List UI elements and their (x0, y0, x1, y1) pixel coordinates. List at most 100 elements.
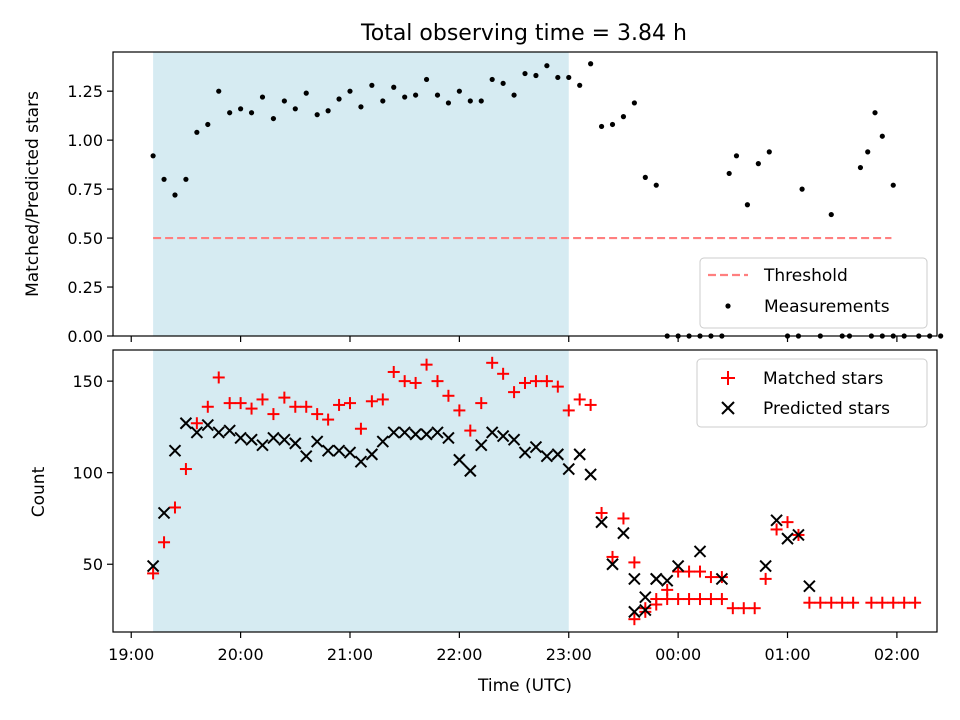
measurement-point (227, 110, 233, 116)
matched-star-point (409, 376, 422, 389)
predicted-star-point (157, 506, 171, 520)
y-tick-label: 0.75 (67, 180, 103, 199)
measurement-point (726, 170, 732, 177)
predicted-star-point (693, 545, 707, 558)
predicted-star-point (770, 514, 783, 527)
matched-star-point (715, 593, 728, 606)
predicted-star-stroke-b (354, 455, 368, 468)
predicted-star-point (650, 572, 663, 586)
matched-legend-label: Matched stars (763, 369, 883, 389)
y-tick-label: 1.00 (67, 131, 103, 150)
matched-star-point (190, 417, 203, 430)
matched-star-point (726, 602, 739, 615)
measurement-point (270, 115, 277, 122)
predicted-star-stroke-b (420, 428, 433, 441)
measurement-point (259, 94, 266, 100)
measurement-point (467, 98, 473, 104)
matched-star-point (628, 613, 641, 626)
predicted-star-stroke-b (529, 440, 543, 454)
predicted-star-stroke-b (234, 431, 247, 445)
measurement-point (369, 82, 375, 88)
predicted-star-point (300, 450, 313, 463)
predicted-star-stroke-b (803, 580, 816, 593)
ratio-y-axis-label: Matched/Predicted stars (23, 91, 43, 297)
measurement-point (478, 98, 484, 104)
matched-star-point (551, 380, 564, 393)
measurement-point (511, 92, 517, 98)
matched-star-point (865, 596, 878, 609)
count-panel-frame (112, 349, 938, 633)
measurement-point (588, 61, 594, 67)
predicted-star-point (628, 572, 641, 586)
matched-star-point (497, 367, 510, 380)
predicted-star-point (781, 532, 794, 545)
predicted-star-point (803, 580, 816, 593)
predicted-star-stroke-b (617, 526, 630, 540)
predicted-star-point (201, 418, 215, 432)
matched-star-point (300, 400, 313, 413)
predicted-star-point (321, 444, 335, 457)
predicted-star-point (639, 603, 652, 617)
matched-star-point (617, 512, 630, 525)
measurement-point (423, 76, 430, 83)
matched-star-point (147, 567, 160, 580)
predicted-star-point (518, 446, 532, 459)
predicted-star-stroke-b (376, 435, 390, 448)
ratio-series-layer (150, 61, 944, 339)
measurement-point (336, 96, 342, 102)
predicted-star-stroke-b (770, 514, 783, 527)
matched-star-point (639, 605, 652, 618)
predicted-star-point (595, 515, 608, 529)
predicted-star-stroke-b (562, 462, 575, 476)
predicted-legend-label: Predicted stars (763, 399, 890, 419)
measurement-point (172, 192, 178, 198)
predicted-star-stroke-b (551, 448, 565, 461)
predicted-star-stroke-b (431, 426, 444, 439)
predicted-star-point (606, 558, 619, 571)
matched-legend-swatch (721, 371, 735, 385)
predicted-star-point (759, 559, 772, 573)
predicted-star-stroke-b (343, 446, 357, 459)
predicted-star-point (146, 559, 160, 573)
predicted-star-stroke-b (442, 431, 455, 445)
predicted-star-point (365, 448, 379, 461)
x-tick-label: 00:00 (655, 645, 701, 664)
matched-star-point (398, 375, 411, 388)
measurement-point (890, 182, 896, 188)
predicted-star-stroke-b (168, 444, 182, 457)
matched-star-point (584, 398, 597, 411)
predicted-star-stroke-b (212, 426, 225, 439)
predicted-star-point (343, 446, 357, 459)
predicted-star-point (256, 439, 269, 452)
predicted-star-stroke-b (190, 426, 204, 439)
ratio-x-ticks (130, 336, 898, 342)
measurement-point (577, 82, 583, 88)
matched-star-point (737, 602, 750, 615)
matched-star-point (694, 565, 707, 578)
ratio-y-ticks: 0.00 0.25 0.50 0.75 1.00 1.25 (67, 82, 113, 346)
ratio-legend-box (699, 257, 928, 329)
predicted-star-point (562, 462, 575, 476)
matched-star-point (475, 397, 488, 410)
measurement-point (183, 176, 189, 182)
count-legend: Matched stars Predicted stars (696, 358, 928, 428)
predicted-star-stroke-b (606, 558, 619, 571)
predicted-star-stroke-b (671, 559, 685, 573)
predicted-star-point (409, 428, 422, 441)
matched-star-point (748, 602, 761, 615)
matched-star-point (781, 516, 794, 529)
predicted-star-stroke-b (650, 572, 663, 586)
measurement-point (653, 182, 659, 188)
predicted-star-stroke-b (485, 426, 499, 439)
count-y-axis-label: Count (29, 466, 49, 517)
measurement-point (766, 149, 772, 155)
measurement-point (380, 98, 386, 104)
matched-star-point (683, 565, 696, 578)
matched-star-point (486, 356, 499, 369)
ratio-legend: Threshold Measurements (699, 257, 928, 329)
measurement-point (733, 153, 740, 159)
predicted-star-point (168, 444, 182, 457)
predicted-star-point (245, 433, 258, 446)
measurement-point (642, 174, 648, 180)
measurement-point (303, 90, 309, 96)
